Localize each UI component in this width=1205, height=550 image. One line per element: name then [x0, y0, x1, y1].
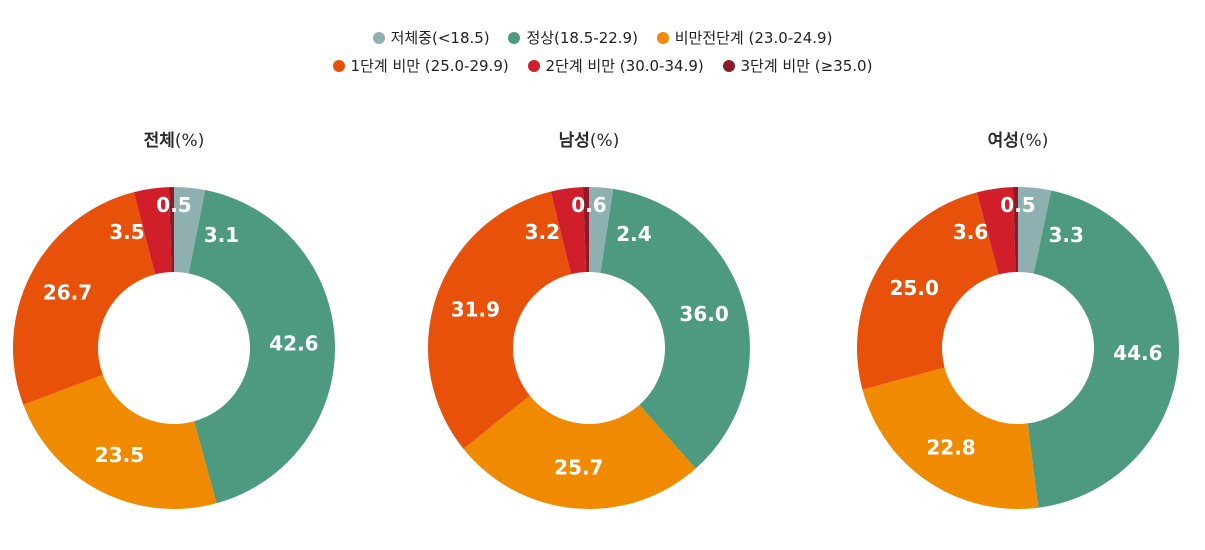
legend-label-obese-1: 1단계 비만 (25.0-29.9): [350, 57, 509, 75]
slice-label: 42.6: [269, 332, 318, 356]
donut-slice[interactable]: [463, 395, 696, 509]
legend-item-obese-2[interactable]: 2단계 비만 (30.0-34.9): [527, 55, 704, 76]
donut-slice[interactable]: [600, 188, 750, 469]
donut-slice[interactable]: [188, 190, 335, 504]
donut-slice[interactable]: [1012, 187, 1018, 273]
slice-label: 31.9: [451, 297, 500, 321]
slice-label: 44.6: [1113, 341, 1162, 365]
legend-label-normal: 정상(18.5-22.9): [526, 29, 638, 47]
chart-title: 여성(%): [988, 131, 1049, 151]
legend-dot-normal: [508, 32, 521, 44]
slice-label: 3.1: [204, 223, 239, 247]
legend-item-obese-3[interactable]: 3단계 비만 (≥35.0): [722, 55, 873, 76]
chart-title: 전체(%): [144, 131, 205, 151]
legend-item-underweight[interactable]: 저체중(<18.5): [372, 27, 490, 48]
legend-label-pre-obese: 비만전단계 (23.0-24.9): [674, 29, 833, 47]
slice-label: 0.5: [1000, 193, 1035, 217]
slice-label: 36.0: [679, 302, 728, 326]
legend-item-obese-1[interactable]: 1단계 비만 (25.0-29.9): [332, 55, 509, 76]
legend-dot-obese-3: [722, 60, 735, 72]
slice-label: 3.5: [109, 220, 144, 244]
donut-slice[interactable]: [1027, 190, 1179, 508]
donut-slice[interactable]: [550, 187, 587, 275]
donut-chart-1: 전체(%) 3.1 42.6 23.5 26.7 3.5 0.5: [13, 131, 335, 509]
legend-item-pre-obese[interactable]: 비만전단계 (23.0-24.9): [656, 27, 833, 48]
slice-label: 0.6: [571, 193, 606, 217]
legend-dot-obese-2: [527, 60, 540, 72]
legend-dot-obese-1: [332, 60, 345, 72]
slice-label: 26.7: [43, 281, 92, 305]
legend-dot-pre-obese: [656, 32, 669, 44]
slice-label: 3.2: [525, 220, 560, 244]
legend-label-obese-3: 3단계 비만 (≥35.0): [740, 57, 873, 75]
donut-slice[interactable]: [13, 192, 156, 405]
legend-label-underweight: 저체중(<18.5): [390, 29, 490, 47]
donut-slice[interactable]: [428, 191, 571, 449]
slice-label: 3.6: [953, 220, 988, 244]
legend-item-normal[interactable]: 정상(18.5-22.9): [508, 27, 638, 48]
donut-chart-3: 여성(%) 3.3 44.6 22.8 25.0 3.6 0.5: [857, 131, 1179, 509]
donut-slice[interactable]: [1018, 187, 1052, 274]
slice-label: 25.0: [890, 276, 939, 300]
slice-label: 22.8: [926, 436, 975, 460]
legend-row-1: 저체중(<18.5) 정상(18.5-22.9) 비만전단계 (23.0-24.…: [0, 27, 1205, 48]
donut-slice[interactable]: [23, 374, 217, 509]
donut-slice[interactable]: [133, 187, 172, 275]
slice-label: 23.5: [95, 443, 144, 467]
donut-slice[interactable]: [582, 187, 589, 273]
slice-label: 25.7: [554, 456, 603, 480]
slice-label: 2.4: [616, 222, 651, 246]
donut-slice[interactable]: [174, 187, 206, 274]
slice-label: 0.5: [156, 193, 191, 217]
donut-chart-2: 남성(%) 2.4 36.0 25.7 31.9 3.2 0.6: [428, 131, 750, 509]
legend-label-obese-2: 2단계 비만 (30.0-34.9): [545, 57, 704, 75]
legend-dot-underweight: [372, 32, 385, 44]
donut-slice[interactable]: [862, 367, 1039, 509]
chart-title: 남성(%): [559, 131, 620, 151]
donut-slice[interactable]: [168, 187, 174, 273]
donut-slice[interactable]: [589, 187, 614, 273]
donut-slice[interactable]: [976, 187, 1016, 275]
slice-label: 3.3: [1048, 223, 1083, 247]
donut-slice[interactable]: [857, 192, 999, 390]
legend-row-2: 1단계 비만 (25.0-29.9) 2단계 비만 (30.0-34.9) 3단…: [0, 55, 1205, 76]
